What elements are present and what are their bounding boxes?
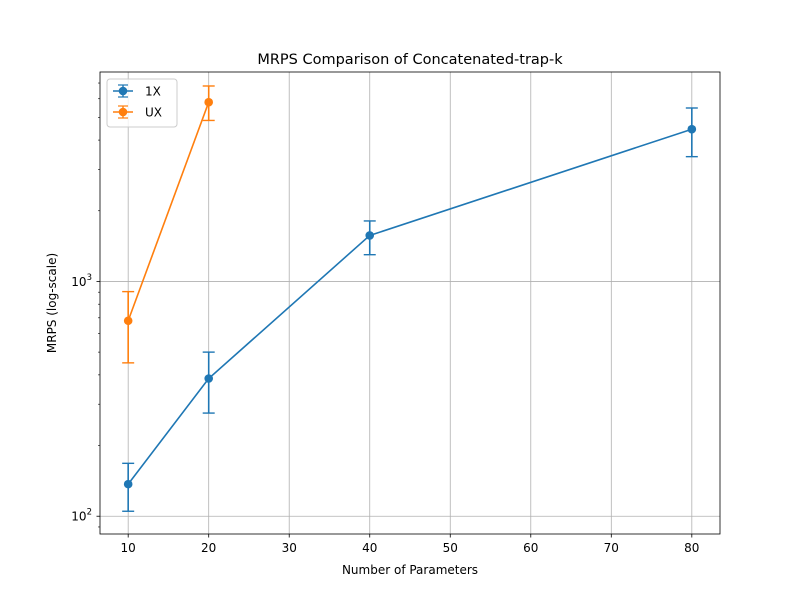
- legend-handle-marker: [118, 86, 128, 96]
- x-tick-label: 10: [121, 541, 136, 555]
- y-tick-label-exponent: 3: [87, 273, 92, 283]
- y-tick-label-base: 10: [71, 510, 86, 524]
- x-tick-label: 20: [201, 541, 216, 555]
- x-tick-label: 40: [362, 541, 377, 555]
- chart-title: MRPS Comparison of Concatenated-trap-k: [257, 52, 563, 68]
- data-point: [365, 231, 375, 240]
- y-tick-label: 102: [71, 508, 92, 524]
- series-layer: [122, 85, 698, 512]
- series-1X: [122, 107, 698, 512]
- legend-box: [106, 78, 178, 128]
- data-point: [687, 124, 697, 134]
- legend-label: UX: [145, 106, 162, 120]
- data-point: [123, 479, 133, 489]
- x-tick-label: 70: [604, 541, 619, 555]
- legend: 1X UX: [106, 78, 178, 128]
- series-line: [127, 101, 210, 322]
- x-tick-label: 80: [684, 541, 699, 555]
- y-tick-label-base: 10: [71, 275, 86, 289]
- data-point: [204, 97, 214, 107]
- x-tick-label: 60: [523, 541, 538, 555]
- y-tick-label-exponent: 2: [87, 508, 92, 518]
- data-point: [123, 316, 133, 326]
- legend-handle-marker: [118, 107, 128, 117]
- x-axis-label: Number of Parameters: [342, 563, 478, 577]
- series-line: [127, 128, 693, 485]
- y-axis-label: MRPS (log-scale): [45, 253, 59, 353]
- x-tick-label: 30: [282, 541, 297, 555]
- data-point: [204, 374, 214, 383]
- series-UX: [122, 85, 215, 364]
- legend-label: 1X: [145, 85, 161, 99]
- plot-frame: [99, 71, 721, 535]
- y-tick-label: 103: [71, 273, 92, 289]
- x-tick-label: 50: [443, 541, 458, 555]
